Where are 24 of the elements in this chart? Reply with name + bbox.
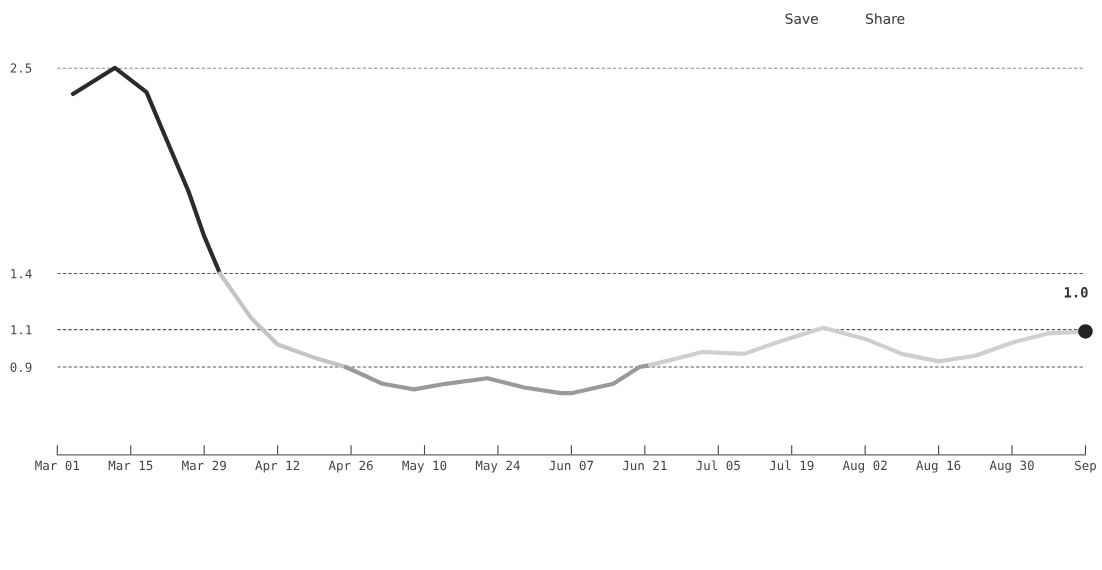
y-tick-label: 1.4 — [11, 269, 32, 279]
x-tick-label: Aug 16 — [916, 460, 961, 473]
x-tick-label: Aug 02 — [842, 460, 887, 473]
x-tick-label: Sep — [1075, 460, 1096, 473]
y-tick-label: 1.1 — [11, 325, 32, 335]
x-tick-label: Jul 05 — [696, 460, 740, 471]
x-tick-label: Mar 15 — [108, 460, 153, 471]
y-tick-label: 0.9 — [10, 362, 32, 372]
x-tick-label: Aug 30 — [989, 460, 1034, 473]
x-tick-label: Mar 29 — [182, 460, 226, 471]
text: Save — [785, 13, 818, 24]
text: Share — [865, 13, 905, 24]
x-tick-label: Jun 07 — [549, 460, 594, 471]
line-series — [217, 271, 348, 370]
annotation: 1.0 — [1064, 287, 1088, 298]
x-tick-label: Jun 21 — [622, 460, 667, 471]
x-tick-label: May 10 — [402, 460, 447, 473]
y-tick-label: 2.5 — [10, 63, 32, 73]
line-series — [70, 65, 223, 276]
x-tick-label: Apr 12 — [255, 460, 300, 473]
x-tick-label: Mar 01 — [35, 460, 80, 471]
x-tick-label: May 24 — [475, 460, 520, 473]
x-tick-label: Jul 19 — [769, 460, 814, 471]
x-tick-label: Apr 26 — [328, 460, 373, 473]
